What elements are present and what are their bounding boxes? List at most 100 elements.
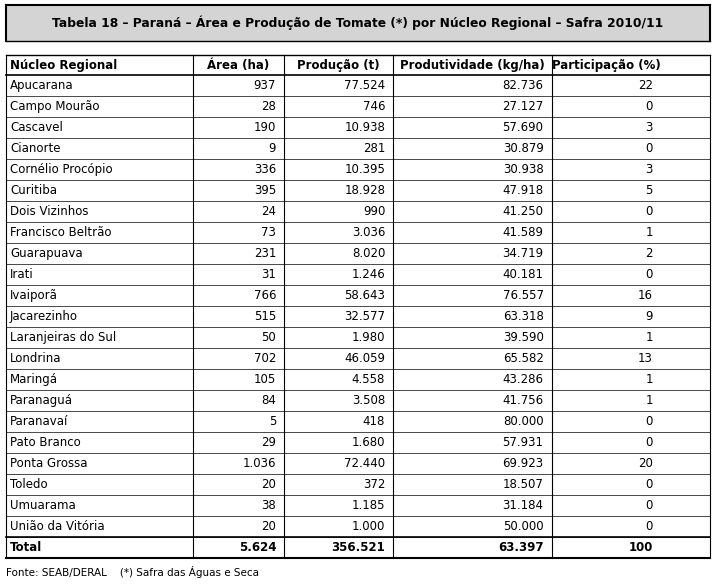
Text: 84: 84 [261, 394, 276, 407]
Text: Total: Total [10, 541, 42, 554]
Text: 18.507: 18.507 [503, 478, 543, 491]
Text: 27.127: 27.127 [503, 100, 543, 113]
Text: 13: 13 [638, 352, 653, 365]
Text: 990: 990 [363, 205, 385, 218]
Text: 63.318: 63.318 [503, 310, 543, 323]
Text: 30.879: 30.879 [503, 142, 543, 155]
Text: 1.980: 1.980 [352, 331, 385, 344]
Text: 1: 1 [645, 373, 653, 386]
Text: 30.938: 30.938 [503, 163, 543, 176]
Text: 5: 5 [268, 415, 276, 428]
Text: 40.181: 40.181 [503, 268, 543, 281]
Text: 41.589: 41.589 [503, 226, 543, 239]
Text: Tabela 18 – Paraná – Área e Produção de Tomate (*) por Núcleo Regional – Safra 2: Tabela 18 – Paraná – Área e Produção de … [52, 16, 664, 31]
Text: 3.036: 3.036 [352, 226, 385, 239]
Text: 8.020: 8.020 [352, 247, 385, 260]
Text: Ponta Grossa: Ponta Grossa [10, 457, 87, 470]
Text: Produção (t): Produção (t) [297, 59, 380, 72]
Text: 231: 231 [253, 247, 276, 260]
Text: 0: 0 [645, 268, 653, 281]
Text: 1.036: 1.036 [243, 457, 276, 470]
Text: 32.577: 32.577 [344, 310, 385, 323]
Text: 0: 0 [645, 478, 653, 491]
Text: 20: 20 [261, 520, 276, 533]
Text: 47.918: 47.918 [503, 184, 543, 197]
Text: 10.938: 10.938 [344, 121, 385, 134]
Text: 18.928: 18.928 [344, 184, 385, 197]
Text: 1.680: 1.680 [352, 436, 385, 449]
Text: 0: 0 [645, 415, 653, 428]
Text: Umuarama: Umuarama [10, 499, 76, 512]
Text: Dois Vizinhos: Dois Vizinhos [10, 205, 89, 218]
Text: 46.059: 46.059 [344, 352, 385, 365]
Text: 82.736: 82.736 [503, 79, 543, 92]
Text: 2: 2 [645, 247, 653, 260]
Text: Área (ha): Área (ha) [207, 59, 269, 72]
Text: 31: 31 [261, 268, 276, 281]
Text: 80.000: 80.000 [503, 415, 543, 428]
Text: 9: 9 [645, 310, 653, 323]
Text: Participação (%): Participação (%) [552, 59, 661, 72]
Text: 3: 3 [645, 121, 653, 134]
Text: 20: 20 [638, 457, 653, 470]
Text: Laranjeiras do Sul: Laranjeiras do Sul [10, 331, 116, 344]
Text: Guarapuava: Guarapuava [10, 247, 82, 260]
Text: 0: 0 [645, 520, 653, 533]
Text: 0: 0 [645, 100, 653, 113]
Text: 69.923: 69.923 [503, 457, 543, 470]
Text: 73: 73 [261, 226, 276, 239]
Text: 38: 38 [261, 499, 276, 512]
Text: 20: 20 [261, 478, 276, 491]
Text: Paranavaí: Paranavaí [10, 415, 68, 428]
Text: 1: 1 [645, 331, 653, 344]
Text: 0: 0 [645, 436, 653, 449]
Text: 22: 22 [638, 79, 653, 92]
Bar [6, 5, 710, 41]
Text: Toledo: Toledo [10, 478, 48, 491]
Text: 39.590: 39.590 [503, 331, 543, 344]
Text: Apucarana: Apucarana [10, 79, 74, 92]
Text: 100: 100 [629, 541, 653, 554]
Text: 3: 3 [645, 163, 653, 176]
Text: Cornélio Procópio: Cornélio Procópio [10, 163, 112, 176]
Text: 50.000: 50.000 [503, 520, 543, 533]
Text: 1: 1 [645, 226, 653, 239]
Text: 58.643: 58.643 [344, 289, 385, 302]
Text: 5.624: 5.624 [238, 541, 276, 554]
Text: Paranaguá: Paranaguá [10, 394, 73, 407]
Text: Jacarezinho: Jacarezinho [10, 310, 78, 323]
Text: 10.395: 10.395 [344, 163, 385, 176]
Text: Francisco Beltrão: Francisco Beltrão [10, 226, 112, 239]
Text: 746: 746 [363, 100, 385, 113]
Text: 5: 5 [645, 184, 653, 197]
Text: 29: 29 [261, 436, 276, 449]
Text: 281: 281 [363, 142, 385, 155]
Text: 372: 372 [363, 478, 385, 491]
Text: Curitiba: Curitiba [10, 184, 57, 197]
Text: 356.521: 356.521 [332, 541, 385, 554]
Text: 72.440: 72.440 [344, 457, 385, 470]
Text: 0: 0 [645, 142, 653, 155]
Text: 937: 937 [253, 79, 276, 92]
Text: 24: 24 [261, 205, 276, 218]
Text: Fonte: SEAB/DERAL    (*) Safra das Águas e Seca: Fonte: SEAB/DERAL (*) Safra das Águas e … [6, 566, 259, 578]
Text: Campo Mourão: Campo Mourão [10, 100, 100, 113]
Text: União da Vitória: União da Vitória [10, 520, 105, 533]
Text: 105: 105 [254, 373, 276, 386]
Text: 395: 395 [254, 184, 276, 197]
Text: Maringá: Maringá [10, 373, 58, 386]
Text: 1.246: 1.246 [352, 268, 385, 281]
Text: Produtividade (kg/ha): Produtividade (kg/ha) [400, 59, 545, 72]
Text: Londrina: Londrina [10, 352, 62, 365]
Text: Ivaiporã: Ivaiporã [10, 289, 58, 302]
Text: 9: 9 [268, 142, 276, 155]
Text: 190: 190 [253, 121, 276, 134]
Text: 16: 16 [638, 289, 653, 302]
Text: 0: 0 [645, 499, 653, 512]
Text: 1.185: 1.185 [352, 499, 385, 512]
Text: 31.184: 31.184 [503, 499, 543, 512]
Text: 50: 50 [261, 331, 276, 344]
Text: 41.756: 41.756 [503, 394, 543, 407]
Text: 3.508: 3.508 [352, 394, 385, 407]
Text: Cascavel: Cascavel [10, 121, 63, 134]
